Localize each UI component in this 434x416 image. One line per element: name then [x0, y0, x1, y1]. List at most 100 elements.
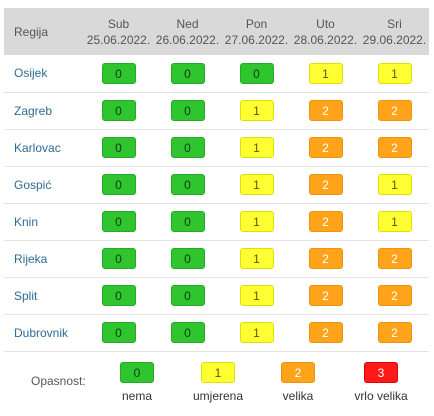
region-link[interactable]: Gospić	[14, 177, 52, 192]
level-cell: 0	[153, 203, 222, 240]
day-date: 29.06.2022.	[362, 32, 427, 47]
danger-level-badge: 0	[170, 211, 205, 232]
table-body: Osijek 0 0 0 1 1 Zagreb 0 0 1 2 2 Karlovac 0 0 1 2 2 Gospi…	[4, 55, 429, 351]
legend-caption: nema	[121, 389, 153, 403]
region-link[interactable]: Knin	[14, 214, 39, 229]
table-row: Knin 0 0 1 2 1	[4, 203, 429, 240]
legend-badge: 0	[120, 362, 154, 383]
level-cell: 2	[360, 277, 429, 314]
level-cell: 1	[360, 203, 429, 240]
level-cell: 1	[291, 55, 360, 92]
level-cell: 0	[84, 240, 153, 277]
level-cell: 0	[153, 166, 222, 203]
danger-level-badge: 1	[239, 322, 274, 343]
level-cell: 2	[360, 129, 429, 166]
level-cell: 1	[222, 277, 291, 314]
legend-item-very-high: 3 vrlo velika	[341, 362, 421, 403]
danger-level-badge: 1	[239, 137, 274, 158]
danger-level-badge: 2	[377, 322, 412, 343]
region-link[interactable]: Dubrovnik	[14, 325, 69, 340]
region-link[interactable]: Osijek	[14, 66, 48, 81]
day-column-header: Pon 27.06.2022.	[222, 8, 291, 55]
legend-title: Opasnost:	[31, 374, 86, 388]
legend-badge: 2	[281, 362, 315, 383]
day-column-header: Sri 29.06.2022.	[360, 8, 429, 55]
legend-caption: velika	[282, 389, 314, 403]
danger-level-badge: 1	[377, 174, 412, 195]
day-column-header: Uto 28.06.2022.	[291, 8, 360, 55]
danger-level-badge: 0	[170, 322, 205, 343]
level-cell: 0	[153, 277, 222, 314]
danger-level-badge: 2	[377, 137, 412, 158]
danger-level-badge: 2	[308, 322, 343, 343]
danger-level-badge: 0	[101, 137, 136, 158]
level-cell: 0	[153, 314, 222, 351]
region-link[interactable]: Karlovac	[14, 140, 61, 155]
region-link[interactable]: Split	[14, 288, 38, 303]
level-cell: 0	[84, 203, 153, 240]
level-cell: 1	[222, 92, 291, 129]
level-cell: 0	[153, 92, 222, 129]
level-cell: 1	[222, 314, 291, 351]
danger-level-badge: 0	[101, 100, 136, 121]
level-cell: 1	[222, 166, 291, 203]
danger-level-badge: 0	[170, 137, 205, 158]
legend-caption: vrlo velika	[354, 389, 408, 403]
danger-level-badge: 0	[101, 322, 136, 343]
level-cell: 0	[84, 92, 153, 129]
day-date: 27.06.2022.	[224, 32, 289, 47]
legend-caption: umjerena	[192, 389, 244, 403]
level-cell: 2	[291, 277, 360, 314]
region-link[interactable]: Zagreb	[14, 103, 53, 118]
level-cell: 1	[222, 129, 291, 166]
level-cell: 2	[291, 240, 360, 277]
legend-item-moderate: 1 umjerena	[178, 362, 258, 403]
day-column-header: Ned 26.06.2022.	[153, 8, 222, 55]
danger-level-badge: 0	[101, 211, 136, 232]
danger-level-badge: 0	[170, 62, 205, 84]
danger-forecast-table: Regija Sub 25.06.2022. Ned 26.06.2022. Pon…	[4, 8, 429, 352]
danger-level-badge: 0	[170, 285, 205, 306]
day-name: Pon	[245, 16, 268, 31]
table-row: Gospić 0 0 1 2 1	[4, 166, 429, 203]
level-cell: 0	[153, 240, 222, 277]
danger-level-badge: 2	[308, 248, 343, 269]
day-name: Uto	[316, 16, 335, 31]
danger-level-badge: 1	[239, 211, 274, 232]
danger-level-badge: 0	[101, 248, 136, 269]
danger-level-badge: 0	[101, 285, 136, 306]
danger-level-badge: 0	[170, 100, 205, 121]
level-cell: 2	[291, 166, 360, 203]
day-date: 25.06.2022.	[86, 32, 151, 47]
danger-level-badge: 1	[239, 174, 274, 195]
region-link[interactable]: Rijeka	[14, 251, 48, 266]
level-cell: 2	[360, 240, 429, 277]
level-cell: 0	[84, 166, 153, 203]
region-column-header: Regija	[14, 24, 49, 39]
level-cell: 1	[360, 166, 429, 203]
danger-level-badge: 2	[308, 100, 343, 121]
day-name: Sub	[107, 16, 130, 31]
level-cell: 1	[222, 240, 291, 277]
table-header-row: Regija Sub 25.06.2022. Ned 26.06.2022. Pon…	[4, 8, 429, 55]
danger-level-badge: 0	[101, 174, 136, 195]
danger-level-badge: 2	[308, 211, 343, 232]
danger-level-badge: 1	[239, 285, 274, 306]
legend-item-high: 2 velika	[258, 362, 338, 403]
day-column-header: Sub 25.06.2022.	[84, 8, 153, 55]
legend-badge: 3	[364, 362, 398, 383]
level-cell: 0	[222, 55, 291, 92]
danger-level-badge: 0	[170, 248, 205, 269]
table-row: Zagreb 0 0 1 2 2	[4, 92, 429, 129]
level-cell: 2	[291, 314, 360, 351]
danger-level-badge: 0	[239, 62, 274, 84]
level-cell: 0	[84, 277, 153, 314]
danger-level-badge: 2	[308, 174, 343, 195]
legend-item-none: 0 nema	[97, 362, 177, 403]
table-row: Osijek 0 0 0 1 1	[4, 55, 429, 92]
table-row: Karlovac 0 0 1 2 2	[4, 129, 429, 166]
day-date: 26.06.2022.	[155, 32, 220, 47]
level-cell: 0	[84, 314, 153, 351]
level-cell: 0	[153, 129, 222, 166]
danger-level-badge: 2	[308, 137, 343, 158]
